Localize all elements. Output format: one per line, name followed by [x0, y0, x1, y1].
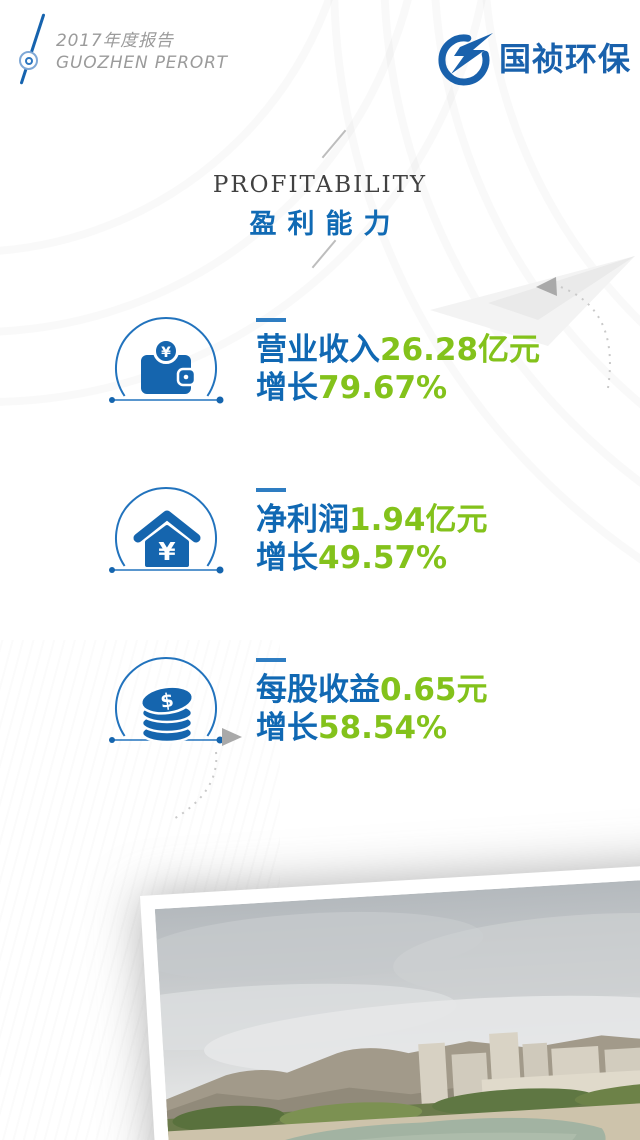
section-title-en: PROFITABILITY — [212, 172, 428, 198]
guozhen-logo-icon — [438, 33, 493, 86]
metric-line: 营业收入26.28亿元 — [256, 331, 540, 369]
company-logo-text: 国祯环保 — [499, 40, 632, 78]
report-header: 2017年度报告 GUOZHEN PERORT — [56, 30, 228, 74]
metric-label: 每股收益 — [256, 672, 380, 708]
svg-text:¥: ¥ — [161, 345, 171, 361]
company-logo: 国祯环保 — [436, 28, 631, 86]
metric-label: 营业收入 — [256, 332, 380, 368]
metric-net-profit: 净利润1.94亿元 增长49.57% — [256, 488, 488, 577]
report-title-en: GUOZHEN PERORT — [56, 53, 228, 73]
metric-value: 26.28亿元 — [380, 332, 541, 368]
metric-value: 0.65元 — [380, 672, 488, 708]
wallet-yuan-icon: ¥ — [109, 317, 224, 404]
metric-revenue: 营业收入26.28亿元 增长79.67% — [256, 318, 540, 407]
metric-growth-line: 增长49.57% — [256, 539, 488, 577]
svg-text:¥: ¥ — [158, 537, 176, 566]
svg-text:$: $ — [159, 689, 175, 713]
metric-growth-line: 增长58.54% — [256, 709, 488, 747]
dash-decoration — [256, 488, 286, 492]
growth-label: 增长 — [256, 540, 318, 576]
metric-growth-line: 增长79.67% — [256, 369, 540, 407]
section-title-cn: 盈利能力 — [249, 209, 402, 240]
metric-line: 每股收益0.65元 — [256, 671, 488, 709]
report-title-cn: 2017年度报告 — [56, 31, 174, 51]
metric-label: 净利润 — [256, 502, 349, 538]
metric-line: 净利润1.94亿元 — [256, 501, 488, 539]
growth-label: 增长 — [256, 710, 318, 746]
landscape-photo-art — [154, 872, 640, 1140]
metric-eps: 每股收益0.65元 增长58.54% — [256, 658, 488, 747]
growth-label: 增长 — [256, 370, 318, 406]
growth-value: 49.57% — [318, 540, 448, 576]
growth-value: 58.54% — [318, 710, 448, 746]
coins-dollar-icon: $ — [109, 657, 224, 744]
dotted-arrow-decoration — [171, 728, 242, 821]
dotted-arrow-decoration — [536, 277, 611, 389]
house-yuan-icon: ¥ — [109, 487, 224, 574]
landscape-photo — [140, 857, 640, 1140]
growth-value: 79.67% — [318, 370, 448, 406]
dash-decoration — [256, 658, 286, 662]
dash-decoration — [256, 318, 286, 322]
metric-value: 1.94亿元 — [349, 502, 488, 538]
pin-ring-icon — [19, 51, 38, 70]
